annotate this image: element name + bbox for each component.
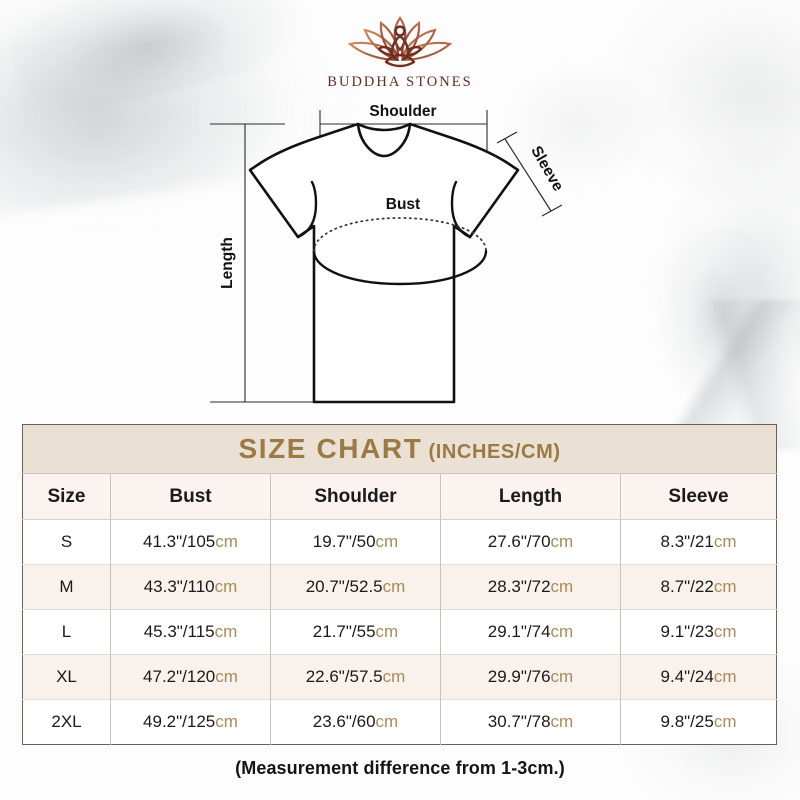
cell-length: 27.6"/70cm	[440, 519, 621, 565]
bust-ellipse-front	[312, 249, 488, 286]
cell-length: 29.9"/76cm	[440, 654, 621, 700]
table-title-main: SIZE CHART	[238, 433, 423, 464]
column-header-shoulder: Shoulder	[270, 473, 441, 520]
brand-logo: BUDDHA STONES	[0, 10, 800, 91]
length-label: Length	[219, 237, 236, 289]
table-row: L 45.3"/115cm 21.7"/55cm 29.1"/74cm 9.1"…	[22, 609, 777, 655]
bust-label: Bust	[386, 196, 420, 213]
column-header-sleeve: Sleeve	[620, 473, 777, 520]
cell-size: XL	[22, 654, 111, 700]
measurement-footnote: (Measurement difference from 1-3cm.)	[235, 758, 565, 778]
tshirt-measurement-diagram: Shoulder Bust Length Sleeve	[210, 103, 567, 404]
cell-shoulder: 20.7"/52.5cm	[270, 564, 441, 610]
cell-sleeve: 9.4"/24cm	[620, 654, 777, 700]
bust-ellipse-back	[313, 217, 487, 252]
cell-sleeve: 8.3"/21cm	[620, 519, 777, 565]
brand-wordmark: BUDDHA STONES	[327, 74, 473, 90]
column-header-length: Length	[440, 473, 621, 520]
column-header-size: Size	[22, 473, 111, 520]
cell-bust: 49.2"/125cm	[110, 699, 271, 745]
table-row: 2XL 49.2"/125cm 23.6"/60cm 30.7"/78cm 9.…	[22, 699, 777, 745]
cell-bust: 43.3"/110cm	[110, 564, 271, 610]
right-sleeve-seam	[450, 180, 472, 239]
cell-length: 29.1"/74cm	[440, 609, 621, 655]
cell-sleeve: 8.7"/22cm	[620, 564, 777, 610]
tshirt-outline	[248, 122, 520, 404]
cell-size: S	[22, 519, 111, 565]
cell-size: 2XL	[22, 699, 111, 745]
cell-bust: 41.3"/105cm	[110, 519, 271, 565]
cell-size: M	[22, 564, 111, 610]
left-sleeve-seam	[296, 180, 318, 239]
cell-sleeve: 9.1"/23cm	[620, 609, 777, 655]
cell-bust: 45.3"/115cm	[110, 609, 271, 655]
table-title-row: SIZE CHART (INCHES/CM)	[22, 424, 777, 474]
sleeve-dimension	[496, 131, 563, 217]
table-row: S 41.3"/105cm 19.7"/50cm 27.6"/70cm 8.3"…	[22, 519, 777, 565]
cell-length: 30.7"/78cm	[440, 699, 621, 745]
size-chart-table: SIZE CHART (INCHES/CM) Size Bust Shoulder…	[22, 424, 778, 745]
lotus-meditation-icon	[347, 16, 453, 68]
column-header-bust: Bust	[110, 473, 271, 520]
cell-shoulder: 21.7"/55cm	[270, 609, 441, 655]
table-title-units: (INCHES/CM)	[428, 441, 561, 463]
sleeve-label: Sleeve	[527, 143, 566, 194]
cell-shoulder: 22.6"/57.5cm	[270, 654, 441, 700]
cell-size: L	[22, 609, 111, 655]
cell-shoulder: 19.7"/50cm	[270, 519, 441, 565]
cell-bust: 47.2"/120cm	[110, 654, 271, 700]
table-row: M 43.3"/110cm 20.7"/52.5cm 28.3"/72cm 8.…	[22, 564, 777, 610]
table-row: XL 47.2"/120cm 22.6"/57.5cm 29.9"/76cm 9…	[22, 654, 777, 700]
shoulder-label: Shoulder	[369, 103, 436, 120]
table-header-row: Size Bust Shoulder Length Sleeve	[22, 473, 777, 520]
cell-shoulder: 23.6"/60cm	[270, 699, 441, 745]
neckline	[356, 122, 412, 158]
cell-length: 28.3"/72cm	[440, 564, 621, 610]
cell-sleeve: 9.8"/25cm	[620, 699, 777, 745]
table-title-cell: SIZE CHART (INCHES/CM)	[22, 424, 777, 474]
